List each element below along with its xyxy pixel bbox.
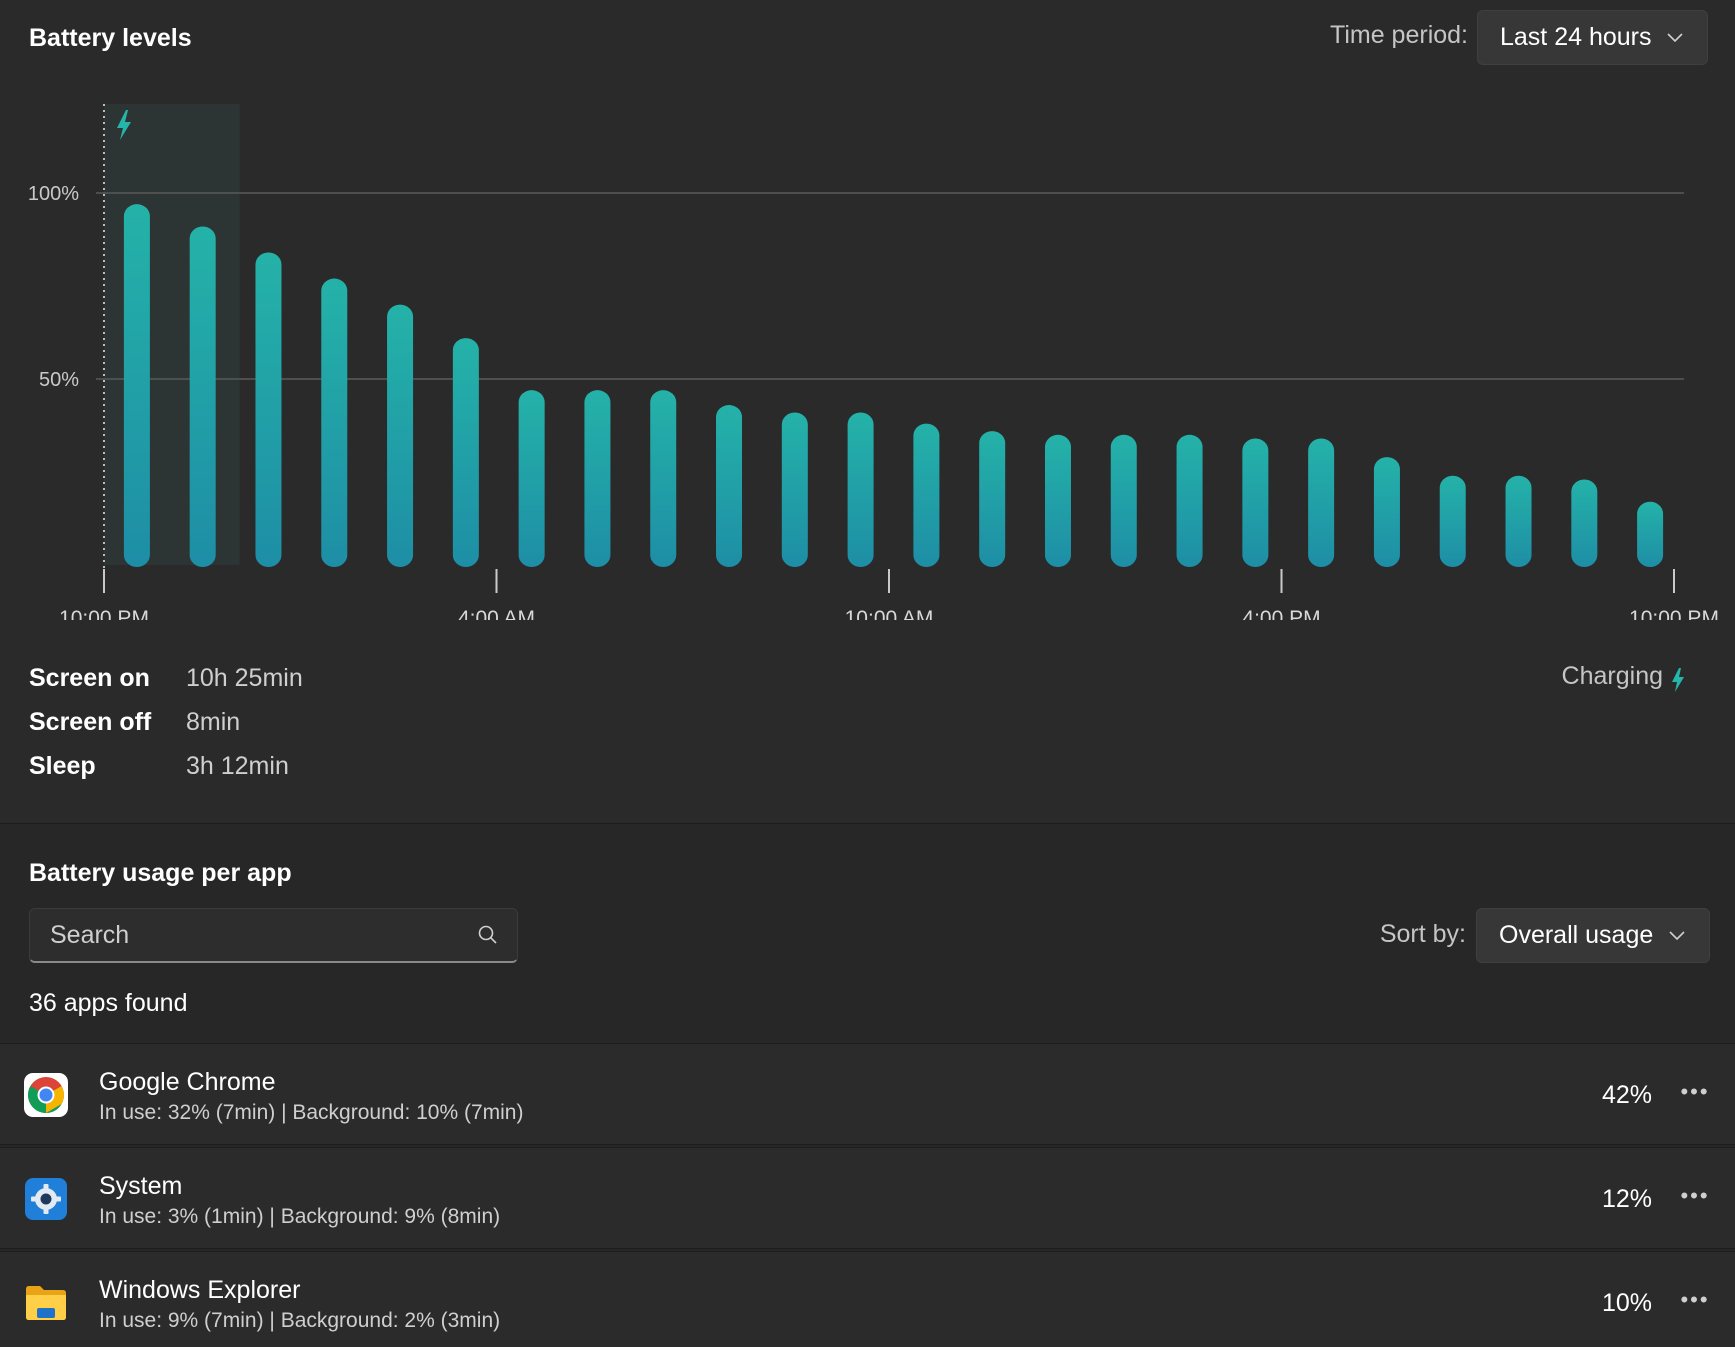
charging-label: Charging [1561,661,1663,690]
time-period-label: Time period: [1329,21,1468,49]
battery-level-bar [452,338,479,567]
x-tick-label: 10:00 PM [59,607,149,620]
battery-level-bar [518,390,545,567]
app-row-windows-explorer[interactable]: Windows Explorer In use: 9% (7min) | Bac… [0,1251,1735,1347]
lightning-icon [1672,668,1684,692]
app-usage-list: Google Chrome In use: 32% (7min) | Backg… [0,1043,1735,1347]
chevron-down-icon [1667,926,1687,946]
time-period-value: Last 24 hours [1500,23,1652,51]
battery-level-bar [847,412,874,567]
battery-level-bar [1571,479,1598,567]
app-usage-detail: In use: 9% (7min) | Background: 2% (3min… [99,1309,501,1332]
app-usage-percent: 42% [1601,1081,1652,1109]
battery-level-bar [1044,434,1071,567]
battery-level-bar [189,226,216,568]
battery-level-bar [781,412,808,567]
battery-level-bar [650,390,677,567]
more-options-icon[interactable]: ••• [1680,1079,1710,1104]
charging-legend: Charging [1562,660,1685,692]
more-options-icon[interactable]: ••• [1680,1183,1710,1208]
stat-label: Screen off [29,707,152,736]
lightning-icon [117,110,131,140]
app-name: Google Chrome [99,1068,276,1096]
sort-by-dropdown[interactable]: Overall usage [1476,908,1710,963]
app-search-input[interactable] [48,919,477,951]
stat-label: Screen on [29,663,150,692]
battery-level-bar [1176,434,1203,567]
app-usage-percent: 10% [1601,1289,1652,1317]
battery-level-bar [584,390,611,567]
chrome-icon [24,1073,68,1117]
app-usage-detail: In use: 32% (7min) | Background: 10% (7m… [99,1101,524,1124]
x-tick-label: 4:00 PM [1242,607,1320,620]
battery-levels-card: Battery levels Time period: Last 24 hour… [27,10,1719,788]
battery-levels-title: Battery levels [29,24,192,52]
stat-row-screen-on: Screen on 10h 25min [29,656,303,700]
stat-value: 3h 12min [186,751,289,780]
y-tick-label: 50% [39,369,79,391]
stat-label: Sleep [29,751,96,780]
stat-value: 10h 25min [186,663,303,692]
battery-level-bar [716,405,743,567]
search-icon[interactable] [477,924,499,946]
battery-level-bar [1308,438,1335,567]
battery-level-bar [1373,457,1400,567]
battery-level-bar [979,431,1006,567]
app-search-box[interactable] [29,908,518,963]
x-tick-label: 4:00 AM [458,607,535,620]
more-options-icon[interactable]: ••• [1680,1287,1710,1312]
battery-level-bar [1637,501,1664,567]
system-gear-icon [25,1178,67,1220]
app-row-system[interactable]: System In use: 3% (1min) | Background: 9… [0,1147,1735,1249]
stat-row-sleep: Sleep 3h 12min [29,744,303,788]
battery-level-bar [123,204,150,567]
stat-value: 8min [186,707,241,736]
battery-usage-per-app-section: Battery usage per app Sort by: Overall u… [0,823,1735,1347]
apps-found-count: 36 apps found [29,989,188,1017]
battery-level-bar [387,304,414,567]
app-name: Windows Explorer [99,1276,301,1304]
battery-level-bar [1439,475,1466,567]
stat-row-screen-off: Screen off 8min [29,700,303,744]
sort-by-label: Sort by: [1379,920,1466,948]
battery-level-bar [1242,438,1269,567]
chevron-down-icon [1665,28,1685,48]
usage-section-title: Battery usage per app [29,859,292,887]
app-row-google-chrome[interactable]: Google Chrome In use: 32% (7min) | Backg… [0,1043,1735,1145]
battery-level-bar [1110,434,1137,567]
battery-level-chart: 100% 50% 10:00 PM 4:00 AM 10:00 AM 4:00 PM 10:… [28,104,1719,620]
battery-level-bar [255,252,282,567]
folder-icon [26,1286,66,1320]
screen-stats: Screen on 10h 25min Screen off 8min Slee… [29,656,303,788]
app-usage-percent: 12% [1601,1185,1652,1213]
time-period-dropdown[interactable]: Last 24 hours [1477,10,1708,65]
y-tick-label: 100% [28,183,79,205]
battery-level-bar [321,278,348,567]
app-name: System [99,1172,183,1200]
battery-level-bar [1505,475,1532,567]
x-tick-label: 10:00 AM [845,607,934,620]
x-tick-label: 10:00 PM [1629,607,1719,620]
app-usage-detail: In use: 3% (1min) | Background: 9% (8min… [99,1205,501,1228]
battery-level-bar [913,423,940,567]
sort-by-value: Overall usage [1499,921,1654,949]
